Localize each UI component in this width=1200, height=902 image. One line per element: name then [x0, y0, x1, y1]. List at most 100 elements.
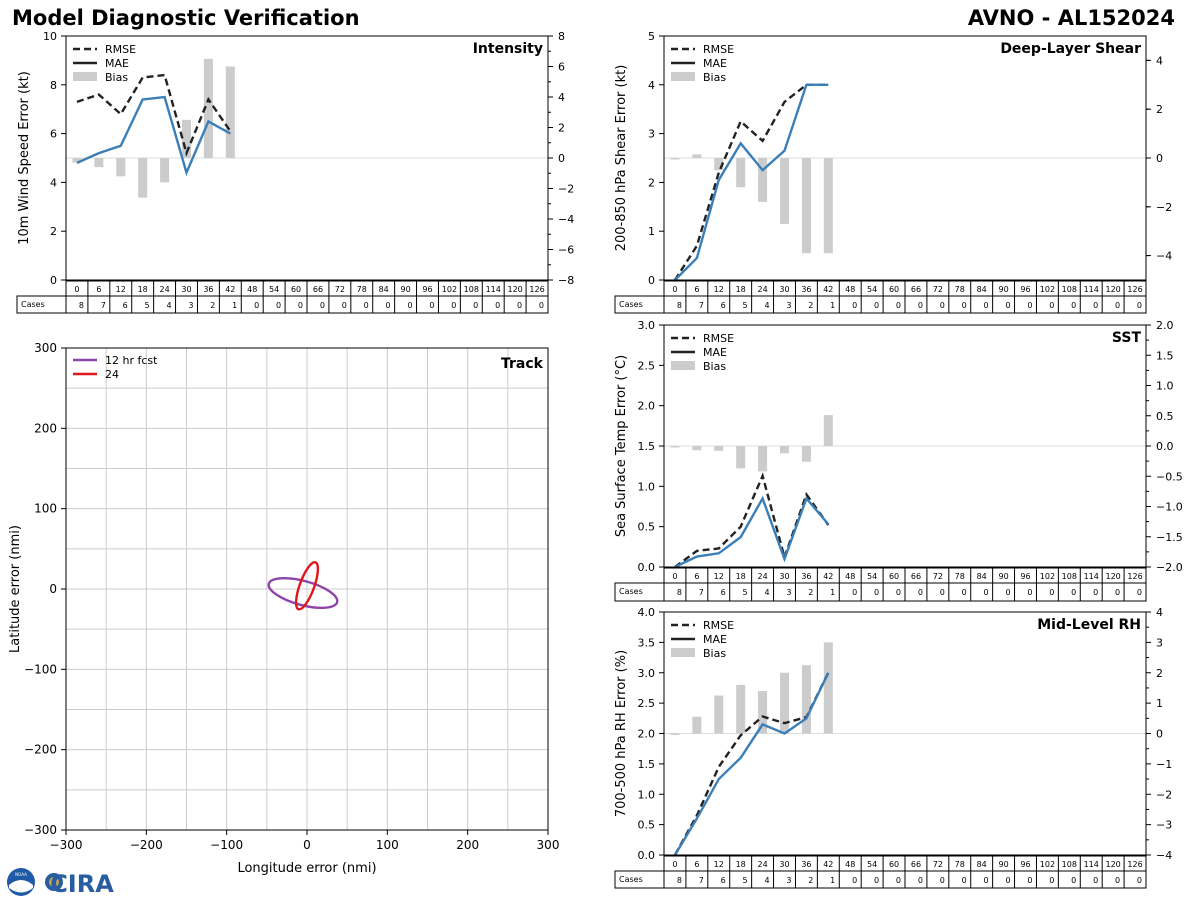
hour-label: 0 — [672, 860, 677, 869]
hour-label: 12 — [714, 285, 724, 294]
hour-label: 114 — [1084, 572, 1099, 581]
hour-label: 126 — [1127, 860, 1142, 869]
x-tick-label: 300 — [537, 838, 560, 852]
bias-bar — [692, 716, 702, 734]
case-count: 7 — [699, 876, 704, 885]
bias-bar — [823, 642, 833, 734]
y-tick-label: 3.0 — [638, 319, 656, 332]
case-count: 5 — [145, 301, 150, 310]
hour-label: 66 — [911, 860, 921, 869]
x-tick-label: −200 — [130, 838, 163, 852]
hour-label: 30 — [779, 860, 789, 869]
case-count: 0 — [407, 301, 412, 310]
bias-bar — [94, 158, 104, 168]
hour-label: 78 — [955, 860, 965, 869]
bias-bar — [160, 158, 170, 183]
hour-label: 0 — [672, 285, 677, 294]
case-count: 0 — [386, 301, 391, 310]
legend-mae-label: MAE — [105, 57, 129, 70]
hour-label: 24 — [757, 572, 767, 581]
y-tick-label: 1.0 — [638, 480, 656, 493]
logos: NOAA CIRA — [6, 866, 116, 898]
hour-label: 114 — [1084, 285, 1099, 294]
hour-label: 36 — [801, 572, 811, 581]
case-count: 0 — [364, 301, 369, 310]
hour-label: 6 — [694, 285, 699, 294]
bias-bar — [780, 158, 789, 224]
case-count: 8 — [79, 301, 84, 310]
bias-bar — [714, 446, 724, 451]
case-count: 5 — [743, 588, 748, 597]
legend-bias-label: Bias — [703, 647, 726, 660]
y-tick-label: 1.5 — [638, 440, 656, 453]
y-axis-label: Latitude error (nmi) — [8, 525, 23, 653]
y2-tick-label: −0.5 — [1156, 470, 1183, 483]
case-count: 0 — [852, 876, 857, 885]
hour-label: 12 — [714, 572, 724, 581]
case-count: 0 — [962, 301, 967, 310]
case-count: 0 — [429, 301, 434, 310]
hour-label: 54 — [867, 572, 877, 581]
bias-bar — [138, 158, 148, 198]
bias-bar — [670, 446, 680, 448]
legend-rmse-label: RMSE — [703, 332, 734, 345]
case-count: 5 — [743, 876, 748, 885]
y-tick-label: 5 — [648, 30, 655, 43]
hour-label: 120 — [1105, 860, 1120, 869]
case-count: 0 — [276, 301, 281, 310]
case-count: 6 — [123, 301, 128, 310]
y2-tick-label: 4 — [1156, 606, 1163, 619]
panel-title: Intensity — [473, 41, 543, 57]
cases-label: Cases — [21, 300, 45, 309]
y-tick-label: 2.5 — [638, 359, 656, 372]
y2-tick-label: −1.0 — [1156, 501, 1183, 514]
case-count: 6 — [721, 301, 726, 310]
case-count: 3 — [786, 588, 791, 597]
case-count: 0 — [874, 301, 879, 310]
legend-bias-swatch — [73, 72, 97, 81]
hour-label: 54 — [867, 860, 877, 869]
y2-tick-label: −2.0 — [1156, 561, 1183, 574]
case-count: 0 — [298, 301, 303, 310]
hour-label: 108 — [1062, 285, 1077, 294]
y-tick-label: −200 — [24, 743, 57, 757]
hour-label: 18 — [736, 572, 746, 581]
bias-bar — [203, 58, 213, 158]
y2-tick-label: 4 — [1156, 54, 1163, 67]
case-count: 0 — [1049, 301, 1054, 310]
bias-bar — [182, 119, 191, 158]
svg-text:CIRA: CIRA — [50, 870, 114, 898]
y-tick-label: 1 — [648, 225, 655, 238]
rmse-line — [674, 472, 830, 568]
legend-track-label: 24 — [105, 368, 119, 381]
hour-label: 42 — [823, 572, 833, 581]
y2-tick-label: 0.0 — [1156, 440, 1174, 453]
y-tick-label: 0.0 — [638, 561, 656, 574]
hour-label: 72 — [933, 285, 943, 294]
y2-tick-label: −1.5 — [1156, 531, 1183, 544]
cases-table: Cases08671261852443033624214805406006607… — [16, 280, 549, 314]
case-count: 0 — [984, 588, 989, 597]
hour-label: 120 — [1105, 285, 1120, 294]
hour-label: 0 — [74, 285, 79, 294]
y-axis-label: 10m Wind Speed Error (kt) — [17, 71, 32, 245]
legend-mae-label: MAE — [703, 633, 727, 646]
case-count: 8 — [677, 588, 682, 597]
y-tick-label: 2.0 — [638, 728, 656, 741]
bias-bar — [758, 158, 768, 202]
y-axis-label: 700-500 hPa RH Error (%) — [614, 650, 629, 817]
bias-bar — [670, 158, 680, 160]
legend-track-label: 12 hr fcst — [105, 354, 158, 367]
hour-label: 126 — [1127, 572, 1142, 581]
cases-table: Cases08671261852443033624214805406006607… — [614, 280, 1147, 314]
hour-label: 84 — [977, 285, 987, 294]
y-tick-label: 4 — [50, 176, 57, 189]
y2-tick-label: 2.0 — [1156, 319, 1174, 332]
legend-rmse-label: RMSE — [703, 619, 734, 632]
panel-track: −300−300 −200 −200 −100 −100 0 0 100 100 200 200 30… — [8, 341, 559, 876]
mae-line — [76, 95, 231, 177]
case-count: 0 — [1137, 876, 1142, 885]
hour-label: 90 — [998, 285, 1008, 294]
hour-label: 24 — [159, 285, 169, 294]
legend-bias-swatch — [671, 648, 695, 657]
